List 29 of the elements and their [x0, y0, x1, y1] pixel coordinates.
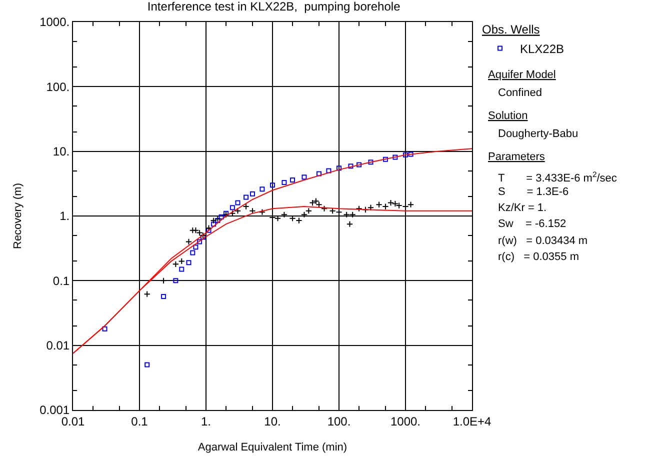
text: r(c) = 0.0355 m: [498, 251, 580, 263]
text: r(w) = 0.03434 m: [498, 235, 588, 247]
text: Sw = -6.152: [498, 218, 566, 230]
y-tick-label: 0.001: [40, 403, 70, 418]
y-axis-title: Recovery (m): [12, 182, 24, 250]
x-tick-label: 1000.: [390, 414, 421, 428]
text: Parameters: [488, 151, 546, 163]
chart-title: Interference test in KLX22B, pumping borehole: [147, 0, 401, 14]
text: Aquifer Model: [488, 69, 556, 81]
text: Confined: [498, 87, 542, 99]
text: Kz/Kr = 1.: [498, 202, 547, 214]
x-tick-label: 100.: [327, 414, 351, 428]
text: T = 3.433E-6 m$^{2}$/sec: [498, 170, 618, 185]
x-tick-label: 10.: [264, 414, 281, 428]
text: Solution: [488, 110, 528, 122]
x-axis-title: Agarwal Equivalent Time (min): [198, 442, 348, 454]
text: Dougherty-Babu: [498, 128, 578, 140]
y-tick-label: 10.: [52, 144, 70, 159]
y-tick-label: 0.1: [52, 274, 70, 288]
y-tick-label: 1000.: [40, 15, 70, 30]
y-tick-label: 0.01: [46, 338, 70, 353]
text: S = 1.3E-6: [498, 186, 569, 198]
x-tick-label: 1.0E+4: [452, 414, 492, 428]
x-tick-label: 1.: [200, 414, 212, 428]
y-tick-label: 100.: [46, 80, 70, 94]
legend-title: Obs. Wells: [482, 22, 540, 37]
y-tick-label: 1.: [60, 209, 70, 224]
legend-label: KLX22B: [520, 42, 564, 56]
x-tick-label: 0.1: [131, 414, 148, 428]
